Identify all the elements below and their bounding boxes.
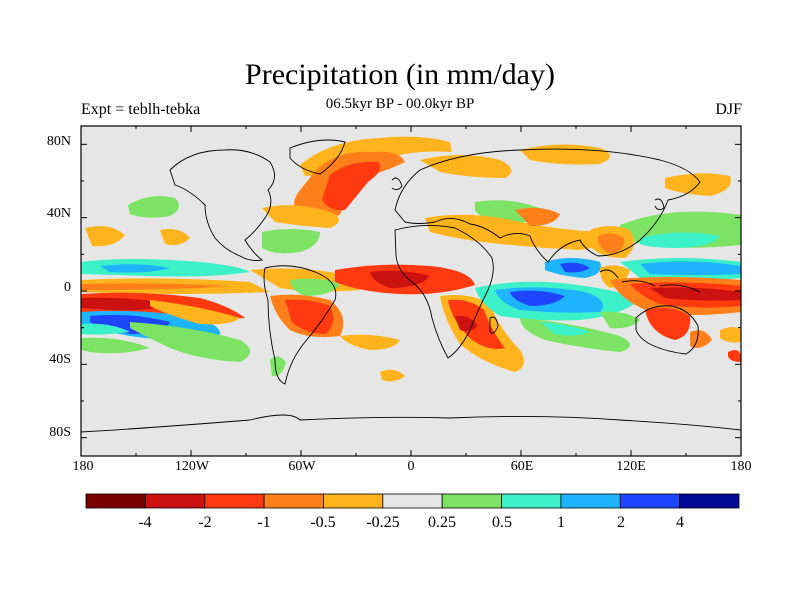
anomaly-region [515,207,560,226]
colorbar-swatch [679,493,740,509]
anomaly-region [150,300,240,325]
colorbar-label: 0.25 [428,514,456,531]
season-label: DJF [715,101,742,118]
colorbar-swatch [560,493,621,509]
anomaly-region [340,334,400,350]
anomaly-region [262,229,320,254]
colorbar-swatch [204,493,265,509]
lon-tick-label: 60E [510,459,534,474]
lat-tick-label: 80S [49,425,71,440]
anomaly-region [720,327,741,343]
anomaly-region [420,155,512,178]
colorbar-label: 2 [617,514,625,531]
colorbar-label: 4 [676,514,684,531]
colorbar-label: -2 [198,514,212,531]
coast-maritime [599,269,701,293]
anomaly-region [560,262,590,273]
lon-tick-label: 0 [407,459,415,474]
anomaly-region [650,287,741,301]
anomaly-region [380,369,405,382]
colorbar-label: -0.5 [310,514,336,531]
coast-antarctica [81,414,741,433]
anomaly-region [728,350,741,362]
anomaly-region [510,290,565,306]
colorbar-swatch [85,493,146,509]
plot-subtitle: 06.5kyr BP - 00.0kyr BP [325,96,475,112]
anomaly-region [85,226,125,247]
anomaly-region [100,264,170,273]
colorbar-label: -0.25 [366,514,400,531]
anomaly-region [262,205,339,228]
experiment-label: Expt = teblh-tebka [81,101,201,118]
coast-africa [394,225,494,359]
lat-tick-label: 40S [49,352,71,367]
colorbar-swatch [382,493,443,509]
coast-australia [635,305,699,355]
anomaly-region [322,161,381,211]
colorbar-swatch [144,493,206,509]
anomaly-region [285,299,334,334]
anomaly-region [645,308,691,340]
lat-tick-label: 80N [46,134,71,149]
anomaly-region [540,322,590,336]
colorbar-swatch [619,493,681,509]
anomaly-region [598,233,625,254]
colorbar [85,493,740,509]
axis-ticks [80,126,742,456]
colorbar-swatch [263,493,324,509]
lon-tick-label: 120W [174,459,210,474]
colorbar-label: 0.5 [492,514,512,531]
colorbar-swatch [441,493,502,509]
anomaly-region [128,196,179,218]
coast-uk-japan [391,177,665,211]
lat-tick-label: 0 [64,280,71,295]
anomaly-region [81,297,170,311]
plot-title: Precipitation (in mm/day) [245,58,555,91]
colorbar-swatch [501,493,562,509]
anomaly-region [81,283,230,290]
lon-tick-label: 60W [288,459,316,474]
coast-greenland [289,139,346,175]
lat-tick-label: 40N [46,206,71,221]
anomaly-region [455,315,478,332]
colorbar-label: -1 [257,514,271,531]
colorbar-label: 1 [557,514,565,531]
anomaly-region [81,323,130,335]
colorbar-swatch [323,493,384,509]
colorbar-label: -4 [138,514,152,531]
anomaly-region [370,270,430,288]
coast-eurasia [394,148,701,263]
coast-madagascar [489,316,499,334]
anomaly-region [160,229,190,246]
anomaly-region [640,232,720,248]
anomaly-region [290,278,340,296]
anomaly-region [81,337,150,354]
anomaly-region [640,261,741,275]
anomaly-region [270,356,286,377]
anomaly-region [600,311,640,329]
coast-south-america [263,265,337,385]
anomaly-region [130,322,250,362]
lon-tick-label: 180 [72,459,94,474]
coast-north-america [169,149,275,261]
lon-tick-label: 180 [730,459,752,474]
lon-tick-label: 120E [616,459,646,474]
coastlines [81,139,741,433]
